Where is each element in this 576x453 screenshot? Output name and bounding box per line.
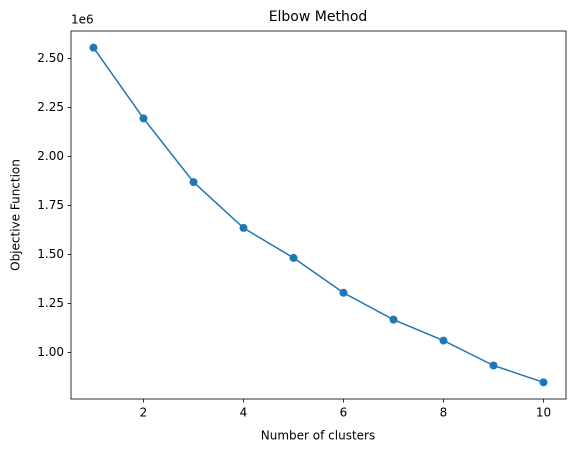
y-tick-label: 2.25 bbox=[37, 100, 64, 114]
x-tick-label: 10 bbox=[536, 406, 551, 420]
y-tick-label: 2.00 bbox=[37, 149, 64, 163]
plot-frame bbox=[70, 30, 567, 400]
data-point bbox=[289, 253, 298, 262]
y-offset-label: 1e6 bbox=[71, 13, 94, 27]
data-point bbox=[239, 223, 248, 232]
x-tick-label: 2 bbox=[140, 406, 148, 420]
y-tick-label: 2.50 bbox=[37, 51, 64, 65]
data-point bbox=[489, 361, 498, 370]
data-point bbox=[539, 378, 548, 387]
data-line bbox=[92, 47, 544, 384]
x-tick-label: 8 bbox=[440, 406, 448, 420]
y-tick-label: 1.00 bbox=[37, 345, 64, 359]
y-axis-label: Objective Function bbox=[9, 159, 23, 271]
x-axis-label: Number of clusters bbox=[261, 429, 375, 443]
data-point bbox=[139, 114, 148, 123]
data-point bbox=[189, 178, 198, 187]
chart-title: Elbow Method bbox=[269, 9, 368, 25]
y-tick-label: 1.50 bbox=[37, 247, 64, 261]
x-tick-label: 4 bbox=[240, 406, 248, 420]
y-tick-label: 1.25 bbox=[37, 296, 64, 310]
y-tick-label: 1.75 bbox=[37, 198, 64, 212]
data-point bbox=[439, 336, 448, 345]
data-point bbox=[89, 43, 98, 52]
x-tick-label: 6 bbox=[340, 406, 348, 420]
data-point bbox=[389, 315, 398, 324]
data-point bbox=[339, 288, 348, 297]
